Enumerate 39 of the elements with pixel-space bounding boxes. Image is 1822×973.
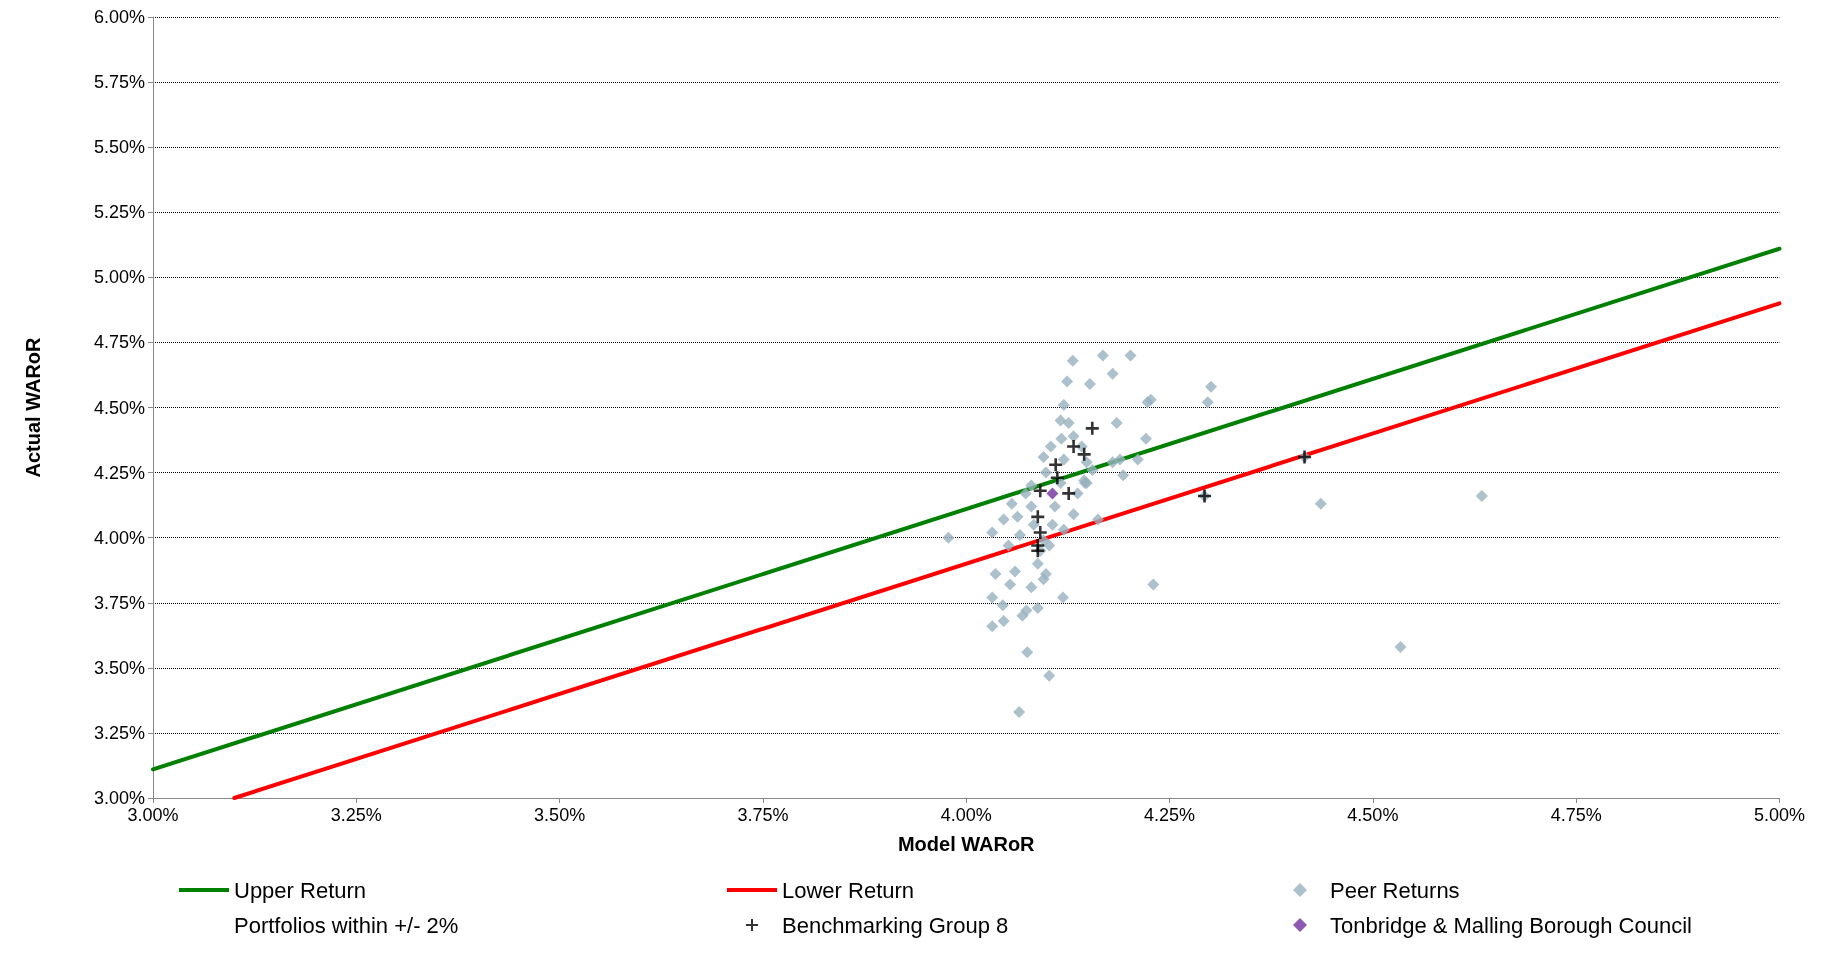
- point: [1062, 486, 1076, 500]
- y-tick-label: 3.25%: [93, 722, 145, 743]
- y-tick-label: 4.75%: [93, 332, 145, 353]
- point: [1033, 525, 1047, 539]
- point: [1049, 458, 1063, 472]
- y-tick-label: 6.00%: [93, 7, 145, 27]
- point: [1067, 440, 1081, 454]
- x-axis-title: Model WARoR: [897, 833, 1036, 855]
- x-tick-label: 5.00%: [1753, 805, 1805, 825]
- x-tick-label: 4.00%: [940, 805, 992, 825]
- legend-label: Benchmarking Group 8: [782, 912, 1009, 938]
- x-tick-label: 3.00%: [127, 805, 179, 825]
- point: [1077, 447, 1091, 461]
- legend-label: Tonbridge & Malling Borough Council: [1330, 912, 1692, 938]
- y-tick-label: 5.25%: [93, 202, 145, 223]
- legend-label: Lower Return: [782, 877, 915, 903]
- x-tick-label: 4.25%: [1144, 805, 1196, 825]
- text: Portfolios within +/- 2%: [234, 912, 459, 938]
- legend-label: Peer Returns: [1330, 877, 1460, 903]
- x-tick-label: 3.75%: [737, 805, 789, 825]
- y-tick-label: 3.75%: [93, 592, 145, 613]
- y-axis-title: Actual WARoR: [22, 336, 44, 478]
- x-tick-label: 4.50%: [1347, 805, 1399, 825]
- point: [1085, 421, 1099, 435]
- y-tick-label: 4.50%: [93, 397, 145, 418]
- point: [1046, 487, 1059, 500]
- point: [1033, 484, 1047, 498]
- y-tick-label: 3.00%: [93, 788, 145, 808]
- y-tick-label: 3.50%: [93, 657, 145, 678]
- y-tick-label: 5.75%: [93, 72, 145, 93]
- point: [1050, 471, 1064, 485]
- x-tick-label: 3.50%: [534, 805, 586, 825]
- x-tick-label: 4.75%: [1550, 805, 1602, 825]
- y-tick-label: 5.00%: [93, 267, 145, 288]
- x-tick-label: 3.25%: [330, 805, 382, 825]
- y-tick-label: 4.25%: [93, 462, 145, 483]
- y-tick-label: 5.50%: [93, 137, 145, 158]
- y-tick-label: 4.00%: [93, 527, 145, 548]
- legend-label: Upper Return: [234, 877, 367, 903]
